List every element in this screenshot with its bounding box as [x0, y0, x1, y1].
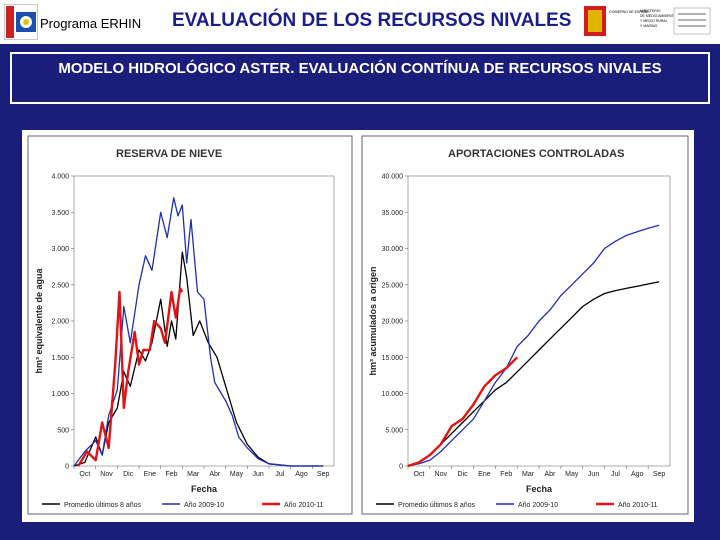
- flow-series-line-2: [407, 356, 519, 468]
- snow-xtick-label: Mar: [187, 471, 200, 478]
- flow-ytick-label: 15.000: [382, 355, 404, 362]
- header-bar: Programa ERHIN EVALUACIÓN DE LOS RECURSO…: [0, 0, 720, 44]
- ministry-line-1: MINISTERIO: [640, 9, 661, 13]
- snow-xtick-label: Jun: [253, 471, 264, 478]
- flow-xtick-label: Dic: [458, 471, 469, 478]
- snow-legend-label-1: Año 2009-10: [184, 502, 224, 509]
- snow-ytick-label: 3.000: [51, 246, 69, 253]
- flow-xtick-label: Jun: [588, 471, 599, 478]
- snow-xtick-label: Nov: [100, 471, 113, 478]
- charts-panel: RESERVA DE NIEVE 0 500 1.000 1.500 2.000 2.500…: [22, 130, 694, 522]
- flow-legend-label-1: Año 2009-10: [518, 502, 558, 509]
- ministry-line-2: DE MEDIO AMBIENTE: [640, 14, 677, 18]
- flow-xaxis-label: Fecha: [526, 484, 553, 494]
- flow-xtick-label: Ene: [478, 471, 491, 478]
- snow-xaxis-label: Fecha: [191, 484, 218, 494]
- flow-xtick-label: Mar: [522, 471, 535, 478]
- flow-xtick-label: Feb: [500, 471, 512, 478]
- snow-legend-label-0: Promedio últimos 8 años: [64, 502, 142, 509]
- snow-legend-label-2: Año 2010-11: [284, 502, 324, 509]
- flow-ytick-label: 25.000: [382, 282, 404, 289]
- snow-ytick-label: 2.000: [51, 319, 69, 326]
- ministry-logo: GOBIERNO DE ESPAÑA MINISTERIO DE MEDIO A…: [584, 6, 711, 36]
- flow-xtick-label: Nov: [435, 471, 448, 478]
- snow-xtick-label: Ene: [144, 471, 157, 478]
- snow-xtick-label: Abr: [209, 471, 221, 478]
- snow-ytick-label: 0: [65, 464, 69, 471]
- snow-ytick-label: 2.500: [51, 282, 69, 289]
- page-title: EVALUACIÓN DE LOS RECURSOS NIVALES: [172, 10, 572, 31]
- snow-yaxis-label: hm³ equivalente de agua: [34, 267, 44, 373]
- flow-legend-label-2: Año 2010-11: [618, 502, 658, 509]
- flow-ytick-label: 10.000: [382, 391, 404, 398]
- subtitle: MODELO HIDROLÓGICO ASTER. EVALUACIÓN CON…: [10, 52, 710, 104]
- flow-xtick-label: Ago: [631, 471, 644, 478]
- flow-xtick-label: Sep: [653, 471, 666, 478]
- snow-xtick-label: Dic: [123, 471, 134, 478]
- flow-ytick-label: 20.000: [382, 319, 404, 326]
- snow-ytick-label: 1.000: [51, 391, 69, 398]
- flow-series-line-1: [407, 224, 660, 467]
- snow-xtick-label: Sep: [317, 471, 330, 478]
- snow-ytick-label: 500: [57, 427, 69, 434]
- ministry-line-3: Y MEDIO RURAL: [640, 19, 668, 23]
- flow-ytick-label: 40.000: [382, 174, 404, 181]
- snow-series-line-0: [73, 251, 324, 467]
- charts-svg: RESERVA DE NIEVE 0 500 1.000 1.500 2.000 2.500…: [27, 135, 689, 515]
- flow-xtick-label: Oct: [413, 471, 424, 478]
- snow-series-line-1: [73, 197, 324, 467]
- flow-xtick-label: Abr: [544, 471, 556, 478]
- snow-plot-area: [73, 175, 335, 467]
- snow-xtick-label: Ago: [295, 471, 308, 478]
- ministry-line-4: Y MARINO: [640, 24, 658, 28]
- snow-ytick-label: 1.500: [51, 355, 69, 362]
- flow-chart-title: APORTACIONES CONTROLADAS: [448, 148, 624, 160]
- snow-chart-title: RESERVA DE NIEVE: [116, 148, 222, 160]
- erhin-logo: [4, 4, 38, 40]
- flow-yaxis-label: hm³ acumulados a origen: [368, 266, 378, 375]
- flow-legend-label-0: Promedio últimos 8 años: [398, 502, 476, 509]
- flow-ytick-label: 0: [399, 464, 403, 471]
- snow-xtick-label: Feb: [165, 471, 177, 478]
- snow-xtick-label: Jul: [275, 471, 284, 478]
- flow-ytick-label: 35.000: [382, 210, 404, 217]
- snow-series-line-2: [77, 287, 184, 467]
- snow-xtick-label: May: [230, 471, 244, 478]
- flow-xtick-label: Jul: [611, 471, 620, 478]
- snow-ytick-label: 3.500: [51, 210, 69, 217]
- program-name: Programa ERHIN: [40, 16, 142, 31]
- flow-xtick-label: May: [565, 471, 579, 478]
- flow-ytick-label: 30.000: [382, 246, 404, 253]
- snow-xtick-label: Oct: [79, 471, 90, 478]
- gobierno-text: GOBIERNO DE ESPAÑA: [609, 9, 649, 14]
- flow-series-line-0: [407, 281, 660, 467]
- flow-ytick-label: 5.000: [385, 427, 403, 434]
- snow-ytick-label: 4.000: [51, 174, 69, 181]
